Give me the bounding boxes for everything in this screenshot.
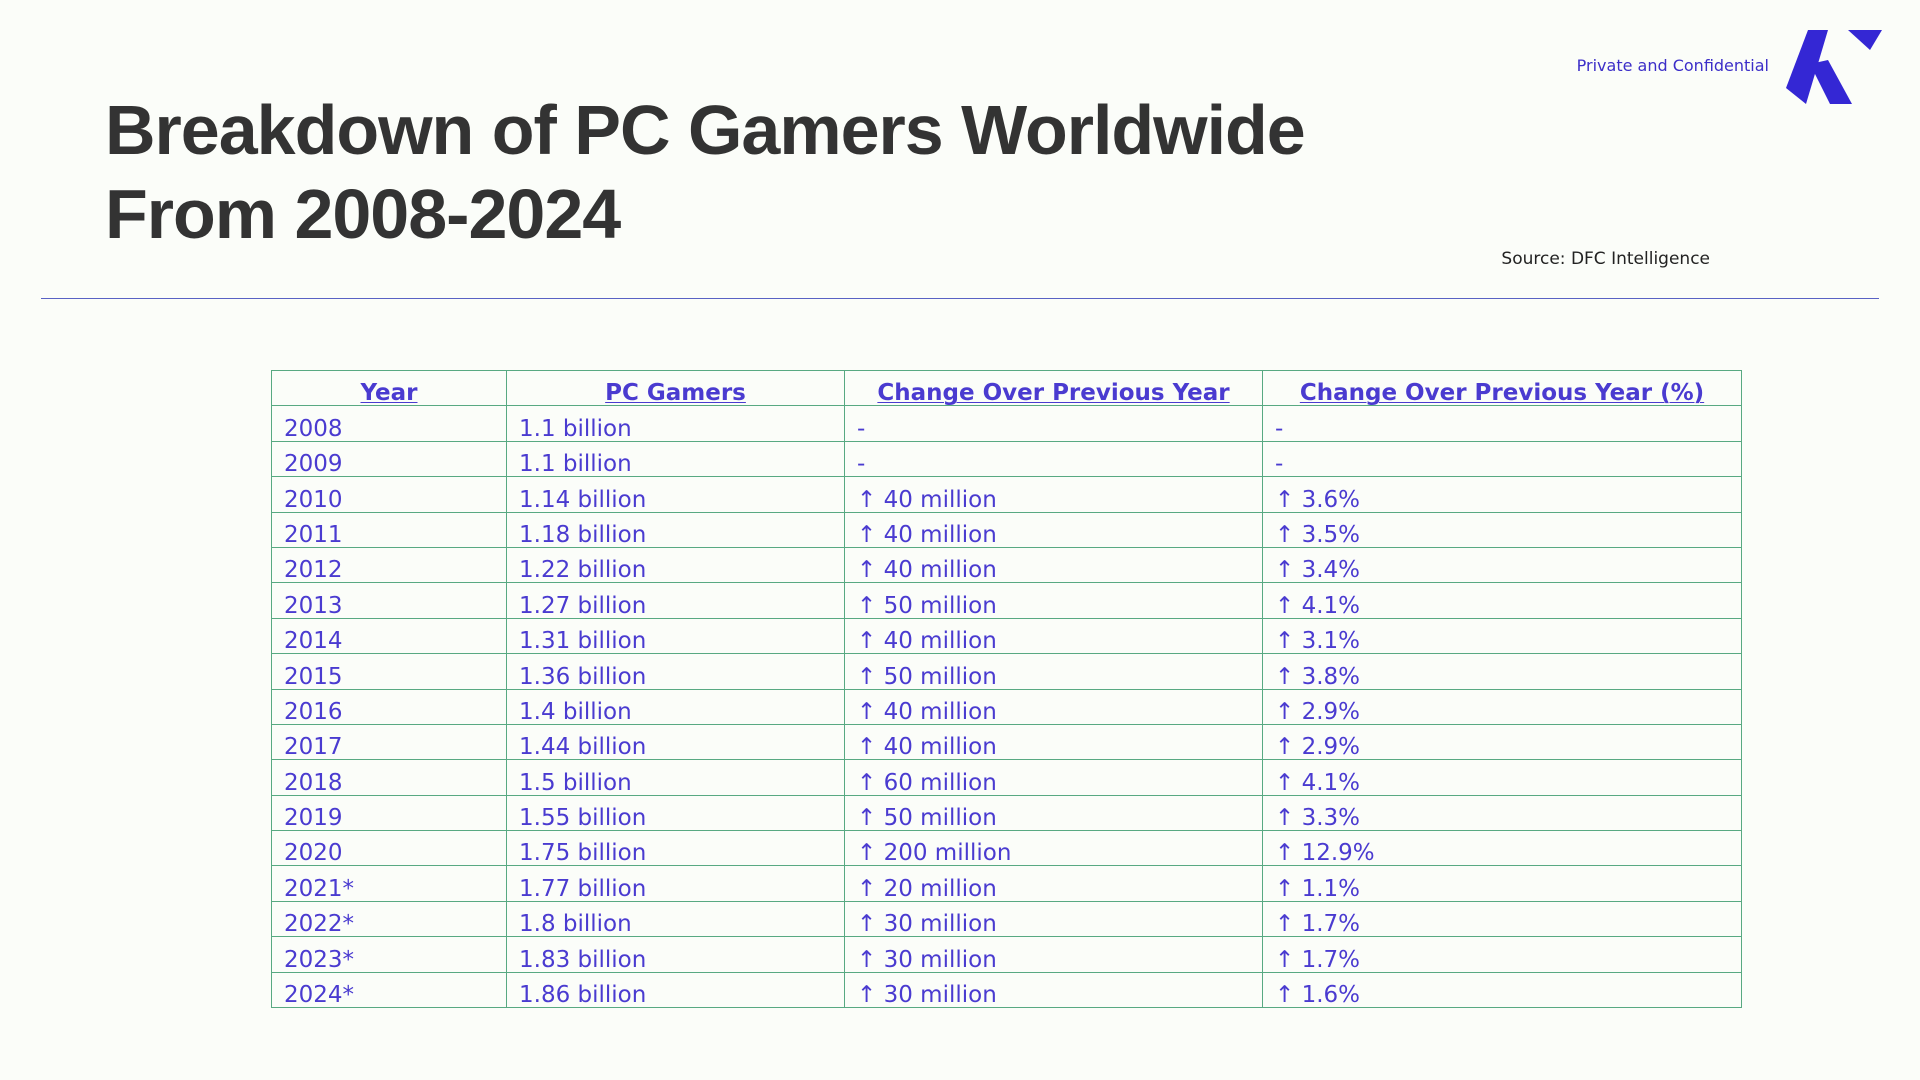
brand-logo-icon [1786, 30, 1882, 104]
table-row: 2018 1.5 billion ↑ 60 million ↑ 4.1% [271, 759, 1742, 796]
pc-gamers-cell: 1.18 billion [506, 511, 845, 548]
pc-gamers-cell: 1.14 billion [506, 476, 845, 513]
year-cell: 2022* [271, 900, 507, 938]
pc-gamers-cell: 1.83 billion [506, 936, 845, 973]
change-cell: ↑ 60 million [844, 759, 1263, 796]
pc-gamers-cell: 1.55 billion [506, 794, 845, 832]
change-percent-cell: ↑ 3.3% [1262, 794, 1742, 832]
pc-gamers-cell: 1.1 billion [506, 440, 845, 478]
change-percent-cell: ↑ 2.9% [1262, 688, 1742, 725]
pc-gamers-cell: 1.44 billion [506, 723, 845, 761]
year-cell: 2023* [271, 936, 507, 973]
table-row: 2022* 1.8 billion ↑ 30 million ↑ 1.7% [271, 900, 1742, 938]
column-header-change-percent: Change Over Previous Year (%) [1262, 369, 1742, 407]
change-cell: ↑ 40 million [844, 476, 1263, 513]
change-percent-cell: ↑ 4.1% [1262, 582, 1742, 619]
pc-gamers-cell: 1.8 billion [506, 900, 845, 938]
change-cell: ↑ 50 million [844, 653, 1263, 690]
pc-gamers-cell: 1.77 billion [506, 865, 845, 902]
table-row: 2012 1.22 billion ↑ 40 million ↑ 3.4% [271, 546, 1742, 584]
year-cell: 2024* [271, 971, 507, 1009]
year-cell: 2009 [271, 440, 507, 478]
change-percent-cell: - [1262, 405, 1742, 442]
change-cell: ↑ 200 million [844, 830, 1263, 867]
change-cell: ↑ 40 million [844, 546, 1263, 584]
year-cell: 2018 [271, 759, 507, 796]
change-cell: - [844, 440, 1263, 478]
year-cell: 2012 [271, 546, 507, 584]
change-cell: - [844, 405, 1263, 442]
table-row: 2010 1.14 billion ↑ 40 million ↑ 3.6% [271, 476, 1742, 513]
table-row: 2024* 1.86 billion ↑ 30 million ↑ 1.6% [271, 971, 1742, 1009]
table-row: 2021* 1.77 billion ↑ 20 million ↑ 1.1% [271, 865, 1742, 902]
table-row: 2013 1.27 billion ↑ 50 million ↑ 4.1% [271, 582, 1742, 619]
table-row: 2016 1.4 billion ↑ 40 million ↑ 2.9% [271, 688, 1742, 725]
table-body: 2008 1.1 billion - -2009 1.1 billion - -2010 1.… [271, 405, 1742, 1009]
table-row: 2023* 1.83 billion ↑ 30 million ↑ 1.7% [271, 936, 1742, 973]
year-cell: 2017 [271, 723, 507, 761]
change-percent-cell: ↑ 1.7% [1262, 936, 1742, 973]
change-percent-cell: ↑ 2.9% [1262, 723, 1742, 761]
table-row: 2014 1.31 billion ↑ 40 million ↑ 3.1% [271, 617, 1742, 655]
year-cell: 2010 [271, 476, 507, 513]
change-percent-cell: ↑ 12.9% [1262, 830, 1742, 867]
year-cell: 2014 [271, 617, 507, 655]
change-percent-cell: ↑ 3.8% [1262, 653, 1742, 690]
confidential-label: Private and Confidential [1576, 56, 1769, 75]
pc-gamers-cell: 1.1 billion [506, 405, 845, 442]
table-row: 2020 1.75 billion ↑ 200 million ↑ 12.9% [271, 830, 1742, 867]
change-percent-cell: ↑ 3.5% [1262, 511, 1742, 548]
year-cell: 2021* [271, 865, 507, 902]
change-cell: ↑ 50 million [844, 794, 1263, 832]
pc-gamers-table: Year PC Gamers Change Over Previous Year… [271, 369, 1742, 1009]
pc-gamers-cell: 1.5 billion [506, 759, 845, 796]
change-cell: ↑ 30 million [844, 936, 1263, 973]
table-row: 2015 1.36 billion ↑ 50 million ↑ 3.8% [271, 653, 1742, 690]
change-cell: ↑ 30 million [844, 900, 1263, 938]
change-percent-cell: ↑ 3.4% [1262, 546, 1742, 584]
pc-gamers-cell: 1.4 billion [506, 688, 845, 725]
table-row: 2009 1.1 billion - - [271, 440, 1742, 478]
change-cell: ↑ 40 million [844, 511, 1263, 548]
table-row: 2019 1.55 billion ↑ 50 million ↑ 3.3% [271, 794, 1742, 832]
change-percent-cell: ↑ 3.1% [1262, 617, 1742, 655]
table-row: 2017 1.44 billion ↑ 40 million ↑ 2.9% [271, 723, 1742, 761]
column-header-change: Change Over Previous Year [844, 369, 1263, 407]
change-cell: ↑ 20 million [844, 865, 1263, 902]
change-percent-cell: ↑ 3.6% [1262, 476, 1742, 513]
year-cell: 2008 [271, 405, 507, 442]
pc-gamers-cell: 1.86 billion [506, 971, 845, 1009]
column-header-year: Year [271, 369, 507, 407]
change-percent-cell: ↑ 4.1% [1262, 759, 1742, 796]
change-cell: ↑ 40 million [844, 723, 1263, 761]
change-cell: ↑ 40 million [844, 688, 1263, 725]
change-percent-cell: ↑ 1.6% [1262, 971, 1742, 1009]
table-row: 2008 1.1 billion - - [271, 405, 1742, 442]
year-cell: 2019 [271, 794, 507, 832]
change-percent-cell: ↑ 1.1% [1262, 865, 1742, 902]
change-percent-cell: - [1262, 440, 1742, 478]
year-cell: 2011 [271, 511, 507, 548]
year-cell: 2015 [271, 653, 507, 690]
change-cell: ↑ 30 million [844, 971, 1263, 1009]
change-cell: ↑ 50 million [844, 582, 1263, 619]
year-cell: 2016 [271, 688, 507, 725]
pc-gamers-cell: 1.22 billion [506, 546, 845, 584]
pc-gamers-cell: 1.31 billion [506, 617, 845, 655]
source-note: Source: DFC Intelligence [1501, 249, 1710, 269]
header-divider [41, 298, 1879, 299]
pc-gamers-cell: 1.75 billion [506, 830, 845, 867]
table-header-row: Year PC Gamers Change Over Previous Year… [271, 369, 1742, 407]
pc-gamers-cell: 1.36 billion [506, 653, 845, 690]
table-row: 2011 1.18 billion ↑ 40 million ↑ 3.5% [271, 511, 1742, 548]
column-header-pc-gamers: PC Gamers [506, 369, 845, 407]
change-percent-cell: ↑ 1.7% [1262, 900, 1742, 938]
pc-gamers-cell: 1.27 billion [506, 582, 845, 619]
year-cell: 2020 [271, 830, 507, 867]
year-cell: 2013 [271, 582, 507, 619]
change-cell: ↑ 40 million [844, 617, 1263, 655]
page-title: Breakdown of PC Gamers Worldwide From 20… [105, 91, 1306, 253]
